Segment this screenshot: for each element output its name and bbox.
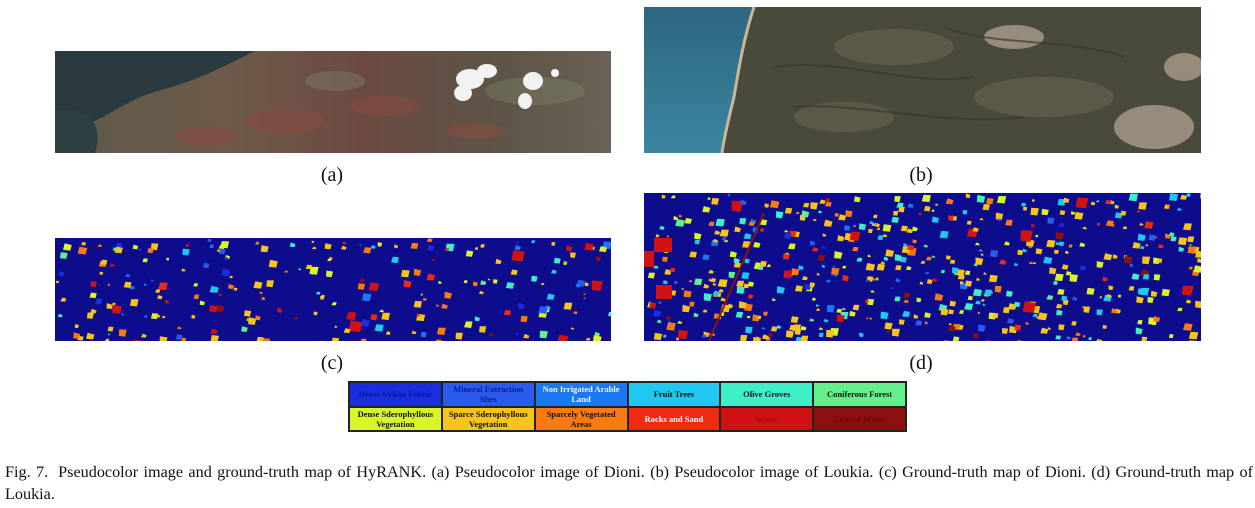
legend-item: Coniferous Forest	[813, 382, 906, 407]
ground-truth-map-dioni	[55, 238, 611, 341]
legend-item: Fruit Trees	[627, 382, 721, 407]
panel-c-label: (c)	[320, 352, 344, 374]
legend-item: Coastal Water	[813, 406, 906, 431]
legend-item: Rocks and Sand	[627, 406, 721, 431]
pseudocolor-image-loukia	[644, 7, 1201, 153]
ground-truth-map-loukia	[644, 193, 1201, 341]
caption-text: Pseudocolor image and ground-truth map o…	[5, 463, 1253, 503]
figure-caption: Fig. 7. Pseudocolor image and ground-trut…	[5, 461, 1253, 505]
panel-b-label: (b)	[909, 164, 933, 186]
legend-item: Sparcely Vegetated Areas	[534, 406, 628, 431]
pseudocolor-image-dioni	[55, 51, 611, 153]
legend-item: Sparce Sderophyllous Vegetation	[441, 406, 535, 431]
legend-item: Water	[720, 406, 814, 431]
legend-item: Olive Groves	[720, 382, 814, 407]
legend-item: Non Irrigated Arable Land	[534, 382, 628, 407]
class-color-legend: Dense Urban Fabric Mineral Extraction Sit…	[348, 381, 907, 432]
legend-item: Dense Urban Fabric	[349, 382, 442, 407]
caption-label: Fig. 7.	[5, 463, 49, 481]
panel-d-label: (d)	[909, 352, 933, 374]
legend-item: Mineral Extraction Sites	[441, 382, 535, 407]
panel-a-label: (a)	[320, 164, 344, 186]
legend-item: Dense Sderophyllous Vegetation	[349, 406, 442, 431]
